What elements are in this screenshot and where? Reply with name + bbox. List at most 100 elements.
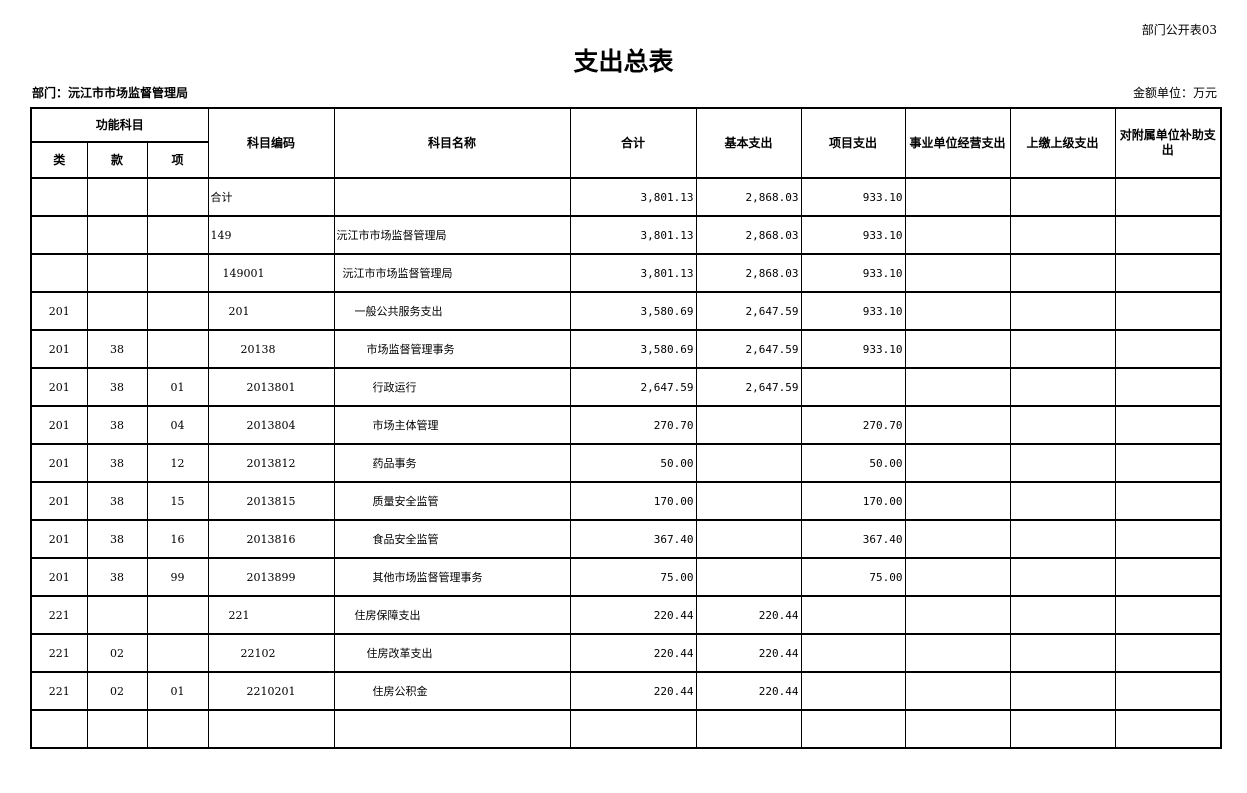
cell-business bbox=[904, 443, 1011, 483]
cell-xiang: 01 bbox=[146, 671, 209, 711]
table-row: 201 38 04 2013804 市场主体管理 270.70 270.70 bbox=[30, 405, 1222, 445]
cell-xiang bbox=[146, 709, 209, 749]
cell-name: 市场主体管理 bbox=[333, 405, 571, 445]
cell-lei: 201 bbox=[30, 329, 88, 369]
cell-subsidy bbox=[1114, 671, 1222, 711]
cell-basic bbox=[695, 709, 802, 749]
cell-code: 201 bbox=[207, 291, 335, 331]
header-total: 合计 bbox=[569, 107, 697, 179]
cell-code: 2013815 bbox=[207, 481, 335, 521]
cell-business bbox=[904, 253, 1011, 293]
table-row: 201 201 一般公共服务支出 3,580.69 2,647.59 933.10 bbox=[30, 291, 1222, 331]
cell-business bbox=[904, 671, 1011, 711]
cell-lei: 201 bbox=[30, 519, 88, 559]
cell-superior bbox=[1009, 671, 1116, 711]
cell-kuan: 38 bbox=[86, 519, 148, 559]
cell-total: 3,801.13 bbox=[569, 253, 697, 293]
cell-code: 2013812 bbox=[207, 443, 335, 483]
cell-project: 933.10 bbox=[800, 215, 906, 255]
cell-kuan bbox=[86, 253, 148, 293]
cell-lei: 201 bbox=[30, 405, 88, 445]
cell-code: 2013804 bbox=[207, 405, 335, 445]
cell-superior bbox=[1009, 557, 1116, 597]
cell-basic: 2,647.59 bbox=[695, 329, 802, 369]
cell-project bbox=[800, 709, 906, 749]
cell-superior bbox=[1009, 329, 1116, 369]
cell-project: 75.00 bbox=[800, 557, 906, 597]
cell-name: 食品安全监管 bbox=[333, 519, 571, 559]
cell-name: 质量安全监管 bbox=[333, 481, 571, 521]
cell-superior bbox=[1009, 177, 1116, 217]
cell-kuan: 38 bbox=[86, 443, 148, 483]
table-row: 201 38 15 2013815 质量安全监管 170.00 170.00 bbox=[30, 481, 1222, 521]
unit-label: 金额单位：万元 bbox=[1132, 86, 1217, 100]
cell-name: 住房公积金 bbox=[333, 671, 571, 711]
cell-kuan: 02 bbox=[86, 633, 148, 673]
cell-total bbox=[569, 709, 697, 749]
cell-total: 220.44 bbox=[569, 671, 697, 711]
cell-kuan: 38 bbox=[86, 481, 148, 521]
cell-project: 50.00 bbox=[800, 443, 906, 483]
cell-name: 其他市场监督管理事务 bbox=[333, 557, 571, 597]
cell-total: 3,801.13 bbox=[569, 177, 697, 217]
cell-total: 50.00 bbox=[569, 443, 697, 483]
expenditure-table: 功能科目 科目编码 科目名称 合计 基本支出 项目支出 事业单位经营支出 上缴上… bbox=[30, 107, 1223, 749]
cell-xiang bbox=[146, 291, 209, 331]
cell-basic bbox=[695, 443, 802, 483]
cell-total: 2,647.59 bbox=[569, 367, 697, 407]
cell-subsidy bbox=[1114, 405, 1222, 445]
cell-kuan: 38 bbox=[86, 405, 148, 445]
cell-lei: 221 bbox=[30, 595, 88, 635]
cell-basic bbox=[695, 481, 802, 521]
cell-business bbox=[904, 557, 1011, 597]
cell-kuan bbox=[86, 215, 148, 255]
cell-basic: 2,868.03 bbox=[695, 177, 802, 217]
table-row: 201 38 12 2013812 药品事务 50.00 50.00 bbox=[30, 443, 1222, 483]
cell-basic: 2,868.03 bbox=[695, 215, 802, 255]
cell-project: 170.00 bbox=[800, 481, 906, 521]
cell-project: 270.70 bbox=[800, 405, 906, 445]
cell-code: 221 bbox=[207, 595, 335, 635]
department-label: 部门：沅江市市场监督管理局 bbox=[32, 86, 189, 100]
cell-business bbox=[904, 215, 1011, 255]
cell-name: 沅江市市场监督管理局 bbox=[333, 253, 571, 293]
header-lei: 类 bbox=[30, 141, 88, 179]
form-number: 部门公开表03 bbox=[1141, 23, 1217, 37]
cell-total: 3,801.13 bbox=[569, 215, 697, 255]
table-row: 201 38 01 2013801 行政运行 2,647.59 2,647.59 bbox=[30, 367, 1222, 407]
cell-kuan: 38 bbox=[86, 367, 148, 407]
cell-subsidy bbox=[1114, 291, 1222, 331]
table-row: 149001 沅江市市场监督管理局 3,801.13 2,868.03 933.10 bbox=[30, 253, 1222, 293]
cell-superior bbox=[1009, 367, 1116, 407]
table-row: 201 38 99 2013899 其他市场监督管理事务 75.00 75.00 bbox=[30, 557, 1222, 597]
cell-project bbox=[800, 671, 906, 711]
cell-superior bbox=[1009, 709, 1116, 749]
cell-xiang: 01 bbox=[146, 367, 209, 407]
cell-xiang: 04 bbox=[146, 405, 209, 445]
cell-project bbox=[800, 595, 906, 635]
cell-basic: 220.44 bbox=[695, 671, 802, 711]
cell-xiang bbox=[146, 253, 209, 293]
table-row: 201 38 20138 市场监督管理事务 3,580.69 2,647.59 933.10 bbox=[30, 329, 1222, 369]
page-title: 支出总表 bbox=[573, 47, 674, 76]
cell-xiang bbox=[146, 215, 209, 255]
header-business: 事业单位经营支出 bbox=[904, 107, 1011, 179]
cell-name bbox=[333, 177, 571, 217]
cell-name: 药品事务 bbox=[333, 443, 571, 483]
cell-lei: 201 bbox=[30, 291, 88, 331]
cell-project: 367.40 bbox=[800, 519, 906, 559]
cell-subsidy bbox=[1114, 215, 1222, 255]
cell-basic bbox=[695, 405, 802, 445]
header-subsidy: 对附属单位补助支出 bbox=[1114, 107, 1222, 179]
cell-project: 933.10 bbox=[800, 291, 906, 331]
header-superior: 上缴上级支出 bbox=[1009, 107, 1116, 179]
cell-lei bbox=[30, 177, 88, 217]
cell-kuan: 38 bbox=[86, 329, 148, 369]
cell-business bbox=[904, 291, 1011, 331]
cell-superior bbox=[1009, 443, 1116, 483]
cell-business bbox=[904, 595, 1011, 635]
cell-code: 2013899 bbox=[207, 557, 335, 597]
cell-project bbox=[800, 633, 906, 673]
cell-project bbox=[800, 367, 906, 407]
cell-lei bbox=[30, 253, 88, 293]
